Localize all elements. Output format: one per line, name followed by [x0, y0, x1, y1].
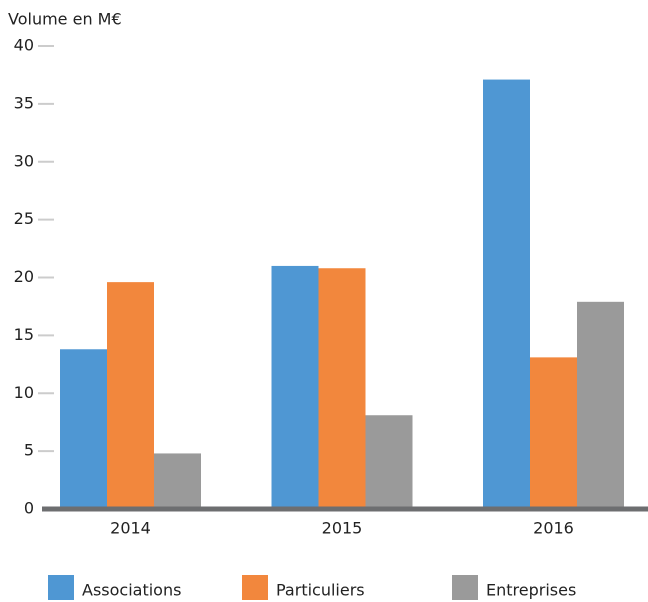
bar	[530, 357, 577, 509]
legend-label: Particuliers	[276, 581, 365, 600]
bar	[107, 282, 154, 509]
legend-swatch	[48, 575, 74, 600]
y-tick-label: 0	[24, 499, 34, 518]
bar	[365, 415, 413, 509]
y-tick-label: 5	[24, 441, 34, 460]
x-tick-label: 2015	[322, 519, 363, 538]
legend-label: Associations	[82, 581, 181, 600]
y-tick-label: 40	[14, 36, 34, 55]
bar	[483, 79, 530, 509]
legend-swatch	[242, 575, 268, 600]
y-tick-label: 15	[14, 325, 34, 344]
y-tick-label: 20	[14, 267, 34, 286]
y-axis-label: Volume en M€	[8, 10, 122, 29]
x-tick-label: 2014	[110, 519, 151, 538]
bar	[60, 349, 107, 509]
legend-swatch	[452, 575, 478, 600]
y-tick-label: 35	[14, 93, 34, 112]
y-tick-label: 10	[14, 383, 34, 402]
bar	[154, 453, 201, 509]
y-tick-label: 30	[14, 151, 34, 170]
legend-label: Entreprises	[486, 581, 576, 600]
bar	[318, 268, 366, 509]
bar	[577, 301, 624, 509]
y-tick-label: 25	[14, 209, 34, 228]
x-tick-label: 2016	[533, 519, 574, 538]
bar	[271, 265, 319, 509]
